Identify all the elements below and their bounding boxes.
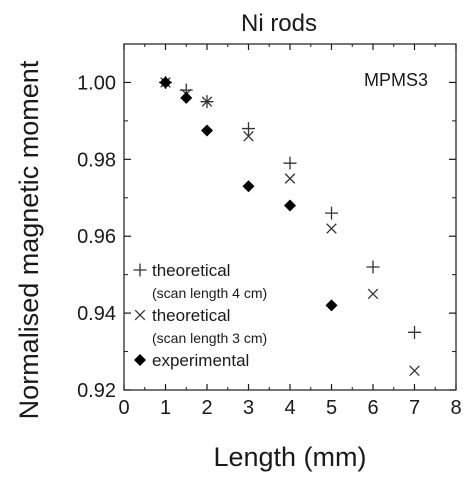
x-tick-label: 5 [326, 397, 337, 419]
y-tick-label: 0.98 [77, 149, 116, 171]
y-tick-label: 1.00 [77, 72, 116, 94]
x-axis-label: Length (mm) [213, 442, 366, 472]
theoretical-3cm-point [201, 96, 213, 107]
plot-area: 0 1 2 3 4 5 6 7 8 0.92 0.94 0.96 0.98 1.00 [77, 43, 462, 419]
experimental-point [242, 180, 255, 193]
y-tick-label: 0.96 [77, 226, 116, 248]
x-axis: 0 1 2 3 4 5 6 7 8 [118, 44, 462, 419]
experimental-point [325, 299, 338, 312]
theoretical-3cm-point [326, 223, 337, 234]
legend-sublabel-1: (scan length 4 cm) [152, 285, 267, 301]
x-tick-label: 8 [450, 397, 461, 419]
theoretical-3cm-point [367, 288, 379, 300]
theoretical-4cm-point [366, 260, 380, 274]
x-tick-label: 7 [409, 397, 420, 419]
series-experimental [159, 76, 338, 312]
x-tick-label: 3 [243, 397, 254, 419]
data-markers [159, 75, 421, 377]
legend-label-2: theoretical [152, 306, 230, 325]
x-tick-label: 4 [284, 397, 295, 419]
y-axis-label: Normalised magnetic moment [14, 60, 44, 419]
x-tick-label: 2 [201, 397, 212, 419]
chart-title: Ni rods [241, 10, 317, 37]
chart-annotation: MPMS3 [364, 70, 428, 90]
legend-label-3: experimental [152, 351, 249, 370]
theoretical-4cm-point [408, 325, 421, 339]
y-axis: 0.92 0.94 0.96 0.98 1.00 [77, 43, 456, 402]
legend-label-1: theoretical [152, 261, 230, 280]
theoretical-4cm-point [325, 206, 338, 220]
y-tick-label: 0.94 [77, 303, 116, 325]
x-tick-label: 6 [367, 397, 378, 419]
experimental-point [180, 91, 193, 104]
experimental-point [159, 76, 172, 89]
legend-marker-1 [133, 263, 147, 277]
x-tick-label: 0 [118, 397, 129, 419]
y-tick-label: 0.92 [77, 380, 116, 402]
legend: theoretical (scan length 4 cm) theoretical… [133, 261, 267, 370]
theoretical-3cm-point [409, 365, 420, 377]
legend-sublabel-2: (scan length 3 cm) [152, 330, 267, 346]
legend-marker-2 [134, 309, 146, 321]
experimental-point [284, 199, 296, 212]
theoretical-4cm-point [283, 156, 297, 170]
theoretical-4cm-point [242, 122, 255, 136]
experimental-point [201, 124, 213, 137]
theoretical-3cm-point [284, 173, 296, 184]
theoretical-3cm-point [243, 131, 254, 142]
legend-marker-3 [134, 354, 146, 366]
x-tick-label: 1 [160, 397, 171, 419]
